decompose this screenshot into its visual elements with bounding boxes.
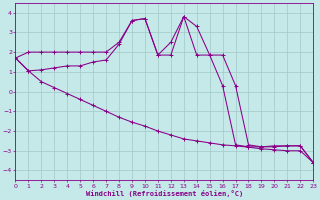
X-axis label: Windchill (Refroidissement éolien,°C): Windchill (Refroidissement éolien,°C) bbox=[86, 190, 243, 197]
